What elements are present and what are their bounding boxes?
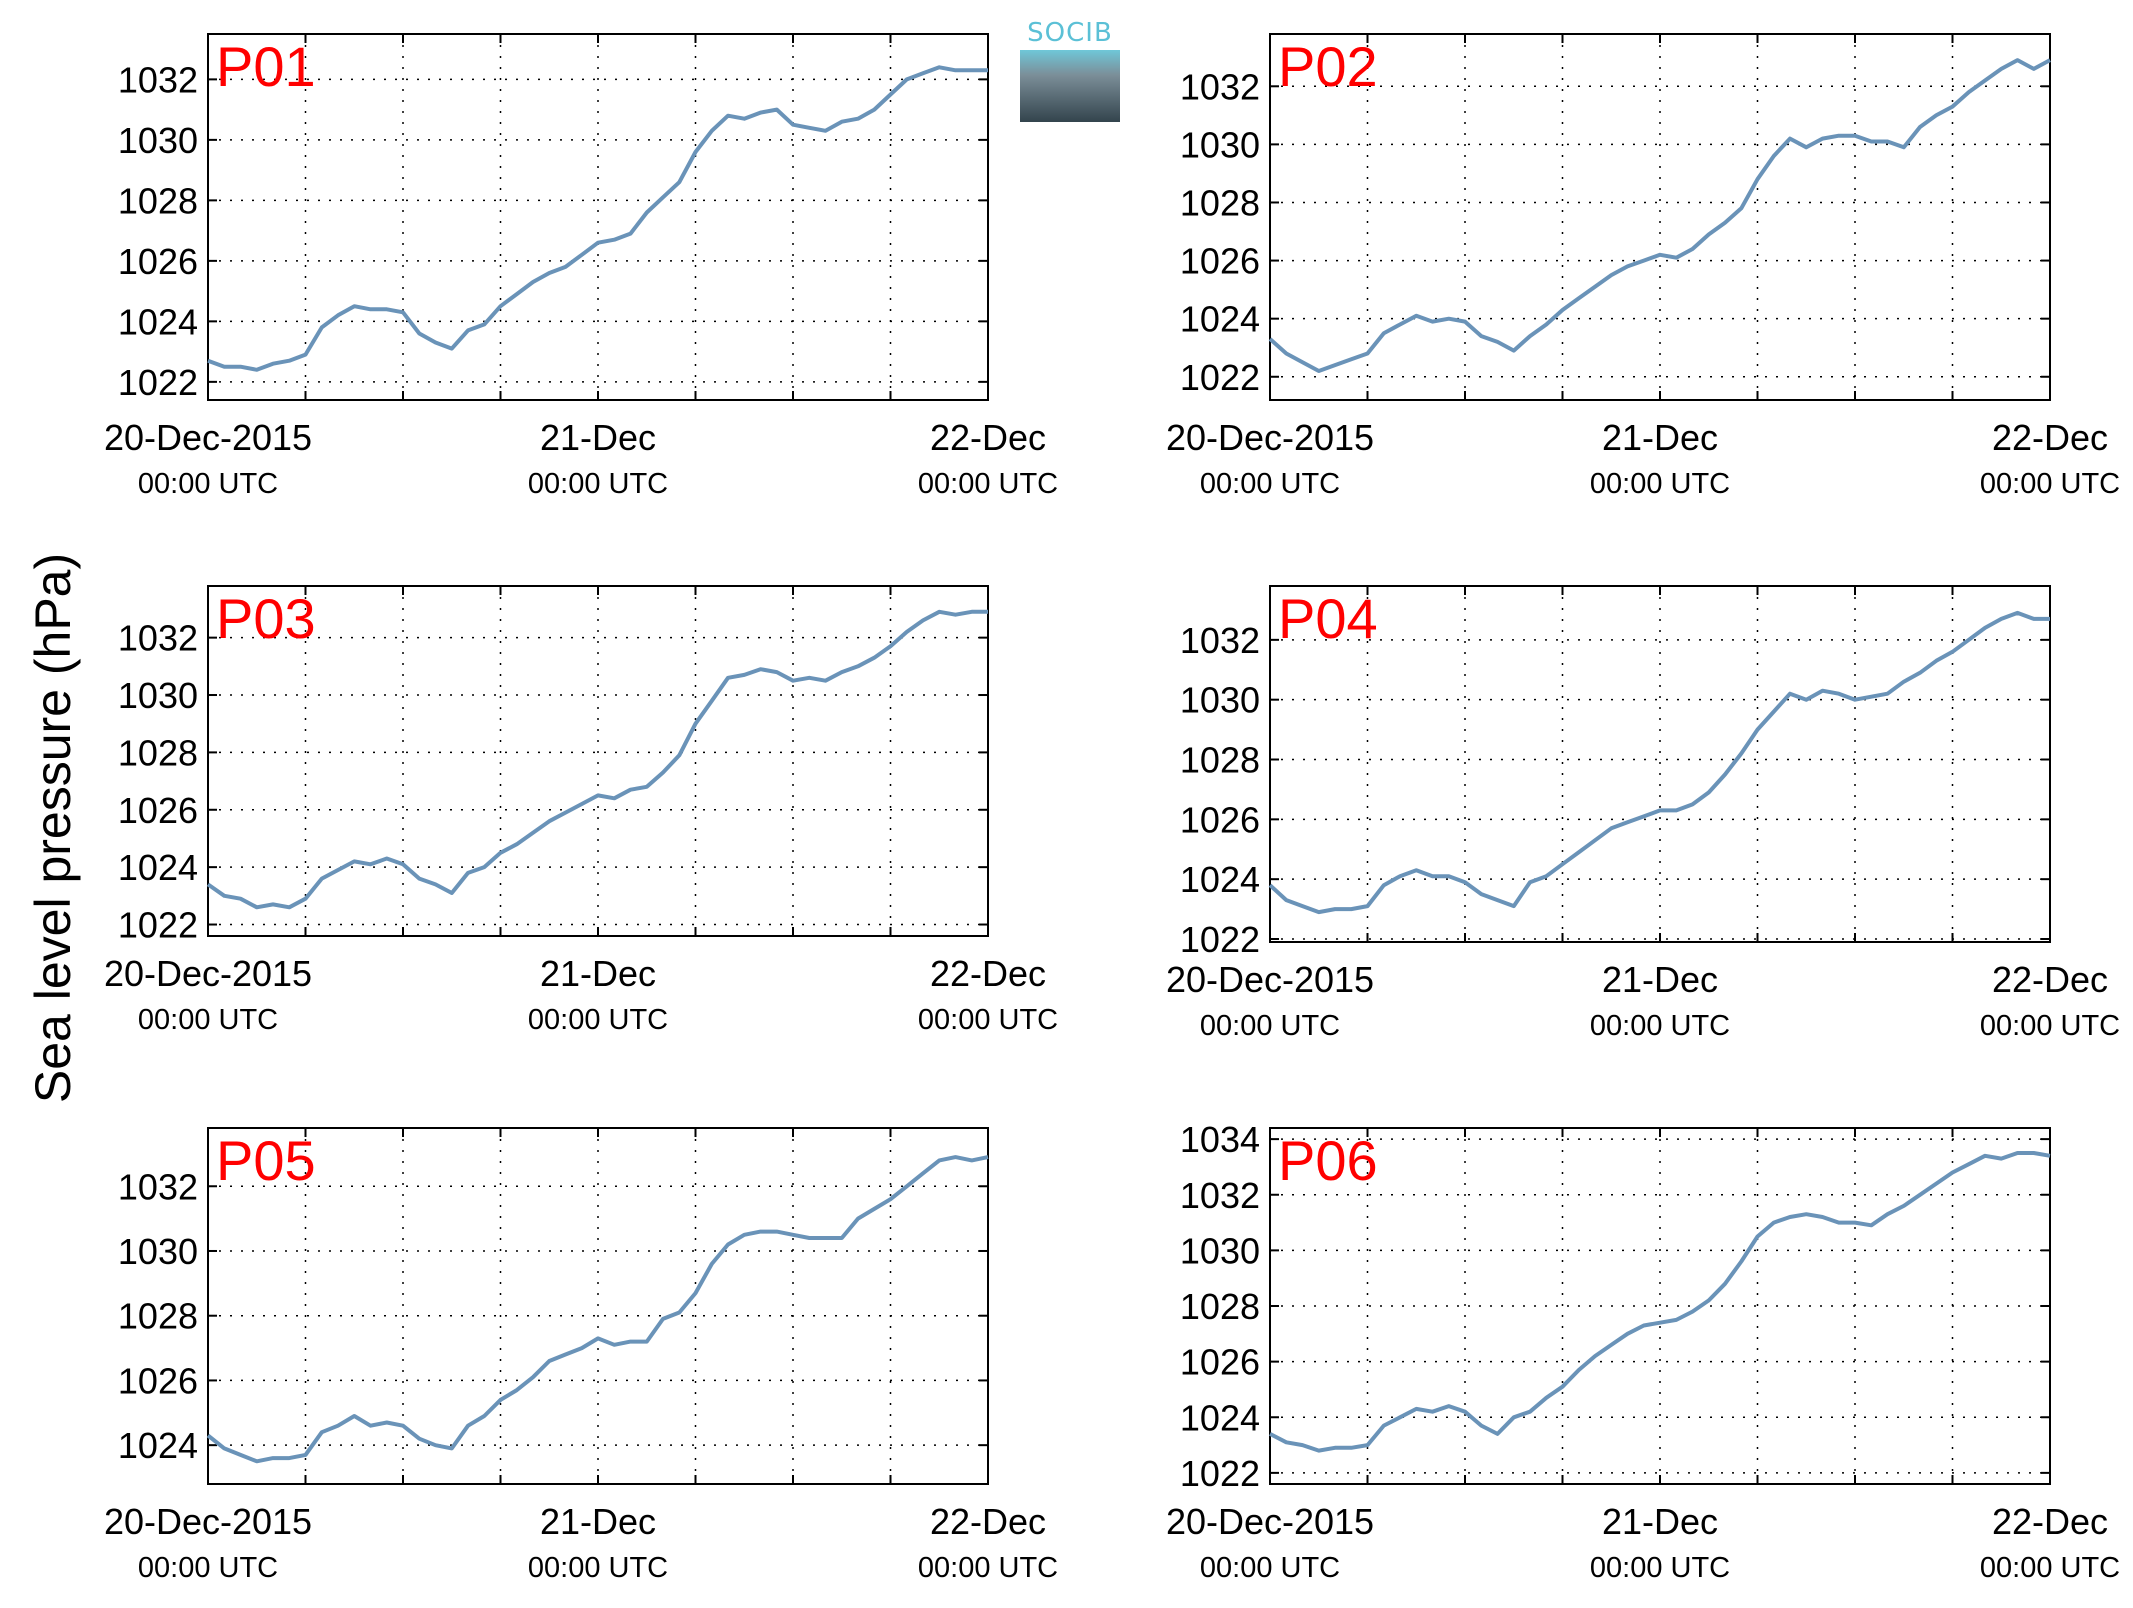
y-tick-label: 1024 [1180, 1397, 1260, 1438]
y-tick-label: 1026 [118, 790, 198, 831]
y-tick-label: 1022 [1180, 1453, 1260, 1494]
x-tick-label-time: 00:00 UTC [1590, 1552, 1730, 1584]
y-tick-label: 1034 [1180, 1119, 1260, 1160]
x-tick-label-time: 00:00 UTC [1590, 1010, 1730, 1042]
plot-frame [207, 33, 989, 401]
x-tick-label-time: 00:00 UTC [1200, 468, 1340, 500]
x-tick-label-date: 20-Dec-2015 [1166, 959, 1374, 1000]
x-tick-label-date: 20-Dec-2015 [104, 417, 312, 458]
x-tick-label-time: 00:00 UTC [138, 468, 278, 500]
station-label: P03 [216, 587, 316, 650]
panel-p03: 1022 1024 1026 1028 1030 1032 20-Dec-2015 00:00… [104, 585, 1058, 1036]
x-tick-label-date: 22-Dec [930, 953, 1046, 994]
pressure-series-line [1268, 610, 2050, 915]
plot-frame [1269, 33, 2051, 401]
x-tick-label-date: 21-Dec [540, 953, 656, 994]
panel-p04: 1022 1024 1026 1028 1030 1032 20-Dec-2015 00:00… [1166, 585, 2120, 1042]
y-tick-label: 1030 [118, 1231, 198, 1272]
x-tick-label-date: 22-Dec [1992, 959, 2108, 1000]
panel-p05: 1024 1026 1028 1030 1032 20-Dec-2015 00:00 UTC… [104, 1127, 1058, 1584]
socib-logo-mark [1020, 50, 1120, 122]
y-tick-label: 1030 [118, 120, 198, 161]
y-tick-label: 1030 [1180, 124, 1260, 165]
x-tick-label-time: 00:00 UTC [528, 1552, 668, 1584]
y-tick-label: 1030 [1180, 680, 1260, 721]
x-tick-label-time: 00:00 UTC [138, 1004, 278, 1036]
x-tick-label-date: 21-Dec [540, 1501, 656, 1542]
y-tick-label: 1032 [1180, 1175, 1260, 1216]
x-tick-label-time: 00:00 UTC [1980, 468, 2120, 500]
x-tick-label-time: 00:00 UTC [528, 468, 668, 500]
y-tick-label: 1024 [1180, 859, 1260, 900]
socib-logo-text: SOCIB [1027, 18, 1113, 48]
x-tick-label-date: 22-Dec [930, 417, 1046, 458]
x-tick-label-date: 21-Dec [1602, 1501, 1718, 1542]
y-tick-label: 1024 [118, 301, 198, 342]
station-label: P02 [1278, 35, 1378, 98]
station-label: P01 [216, 35, 316, 98]
pressure-series-line [206, 609, 988, 910]
station-label: P05 [216, 1129, 316, 1192]
socib-logo: SOCIB [1020, 18, 1120, 122]
x-tick-label-date: 21-Dec [540, 417, 656, 458]
y-tick-label: 1026 [1180, 799, 1260, 840]
panel-p06: 1022 1024 1026 1028 1030 1032 1034 20-Dec-2015 0… [1166, 1119, 2120, 1584]
y-tick-label: 1032 [118, 1166, 198, 1207]
y-tick-label: 1022 [118, 362, 198, 403]
panel-p02: 1022 1024 1026 1028 1030 1032 20-Dec-2015 00:00… [1166, 33, 2120, 500]
y-tick-label: 1026 [118, 241, 198, 282]
y-tick-label: 1028 [1180, 1286, 1260, 1327]
x-tick-label-date: 22-Dec [1992, 1501, 2108, 1542]
y-axis-label: Sea level pressure (hPa) [25, 553, 81, 1103]
x-tick-label-time: 00:00 UTC [1590, 468, 1730, 500]
x-tick-label-date: 20-Dec-2015 [1166, 417, 1374, 458]
x-tick-label-time: 00:00 UTC [918, 1552, 1058, 1584]
x-tick-label-date: 21-Dec [1602, 417, 1718, 458]
x-tick-label-date: 22-Dec [1992, 417, 2108, 458]
y-tick-label: 1030 [1180, 1230, 1260, 1271]
y-tick-label: 1026 [1180, 1342, 1260, 1383]
y-tick-label: 1024 [1180, 299, 1260, 340]
y-tick-label: 1028 [1180, 182, 1260, 223]
station-label: P06 [1278, 1129, 1378, 1192]
x-tick-label-time: 00:00 UTC [528, 1004, 668, 1036]
y-tick-label: 1028 [118, 732, 198, 773]
pressure-series-line [1269, 1151, 2051, 1453]
x-tick-label-time: 00:00 UTC [1980, 1010, 2120, 1042]
y-tick-label: 1032 [1180, 620, 1260, 661]
x-tick-label-time: 00:00 UTC [1200, 1010, 1340, 1042]
pressure-series-line [207, 65, 988, 372]
y-tick-label: 1032 [118, 618, 198, 659]
station-label: P04 [1278, 587, 1378, 650]
y-tick-label: 1022 [1180, 919, 1260, 960]
x-tick-label-date: 20-Dec-2015 [1166, 1501, 1374, 1542]
x-tick-label-time: 00:00 UTC [1200, 1552, 1340, 1584]
y-tick-label: 1022 [1180, 357, 1260, 398]
y-tick-label: 1026 [1180, 241, 1260, 282]
x-tick-label-time: 00:00 UTC [138, 1552, 278, 1584]
y-tick-label: 1028 [1180, 740, 1260, 781]
x-tick-label-date: 22-Dec [930, 1501, 1046, 1542]
x-tick-label-time: 00:00 UTC [918, 1004, 1058, 1036]
plot-frame [207, 585, 989, 937]
y-tick-label: 1028 [118, 1296, 198, 1337]
x-tick-label-date: 20-Dec-2015 [104, 953, 312, 994]
x-tick-label-time: 00:00 UTC [1980, 1552, 2120, 1584]
y-tick-label: 1022 [118, 905, 198, 946]
pressure-series-line [206, 1155, 989, 1464]
y-tick-label: 1032 [1180, 66, 1260, 107]
y-tick-label: 1026 [118, 1360, 198, 1401]
pressure-series-line [1268, 58, 2051, 373]
y-tick-label: 1032 [118, 59, 198, 100]
y-tick-label: 1024 [118, 847, 198, 888]
y-tick-label: 1024 [118, 1425, 198, 1466]
y-tick-label: 1028 [118, 180, 198, 221]
x-tick-label-time: 00:00 UTC [918, 468, 1058, 500]
panel-p01: 1022 1024 1026 1028 1030 1032 20-Dec-2015 00:00… [104, 33, 1058, 500]
x-tick-label-date: 21-Dec [1602, 959, 1718, 1000]
y-tick-label: 1030 [118, 675, 198, 716]
x-tick-label-date: 20-Dec-2015 [104, 1501, 312, 1542]
